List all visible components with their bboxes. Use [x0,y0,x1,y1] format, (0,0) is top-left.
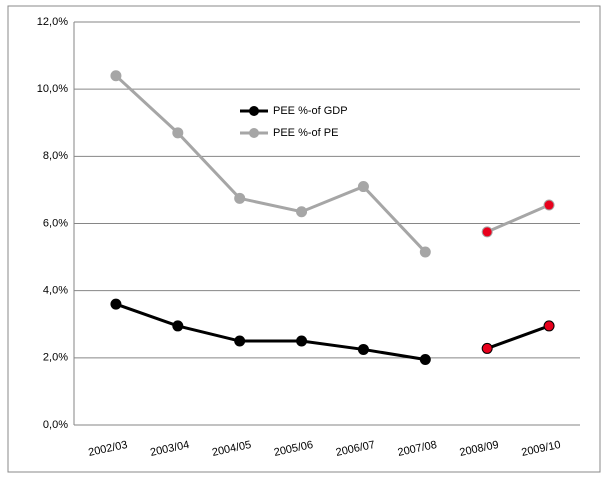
y-tick-label: 2,0% [43,352,68,364]
chart-frame [7,5,601,473]
y-tick-label: 0,0% [43,419,68,431]
legend-marker [249,128,259,138]
data-point [357,343,369,355]
x-tick-label: 2009/10 [520,439,561,459]
series-line [486,324,550,350]
data-point [419,246,431,258]
series-line [115,302,426,361]
y-tick-label: 6,0% [43,217,68,229]
data-point [296,206,308,218]
legend-marker [249,106,259,116]
y-tick-label: 4,0% [43,285,68,297]
data-point [110,70,122,82]
legend-label: PEE %-of PE [273,127,338,139]
data-point [234,335,246,347]
x-tick-label: 2003/04 [149,439,190,459]
x-tick-label: 2004/05 [211,439,252,459]
x-tick-label: 2006/07 [335,439,376,459]
legend-label: PEE %-of GDP [273,105,348,117]
y-tick-label: 12,0% [37,16,68,28]
x-tick-label: 2005/06 [273,439,314,459]
data-point [419,354,431,366]
data-point [296,335,308,347]
data-point [543,199,555,211]
x-tick-label: 2007/08 [397,439,438,459]
y-tick-label: 8,0% [43,150,68,162]
data-point [172,320,184,332]
data-point [481,226,493,238]
data-point [357,181,369,193]
data-point [172,127,184,139]
data-point [110,298,122,310]
series-line [486,203,550,234]
data-point [234,192,246,204]
x-tick-label: 2002/03 [87,439,128,459]
x-tick-label: 2008/09 [458,439,499,459]
series-line [114,74,427,254]
data-point [543,320,555,332]
data-point [481,342,493,354]
y-tick-label: 10,0% [37,83,68,95]
